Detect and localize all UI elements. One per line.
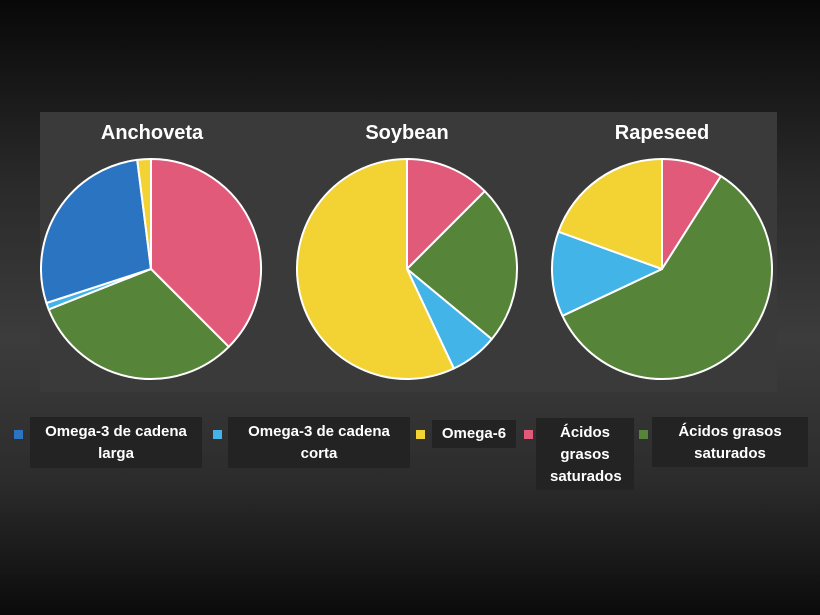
- chart-title-rapeseed: Rapeseed: [615, 122, 710, 144]
- pie-slice-rapeseed-1: [561, 175, 773, 380]
- legend-label-saturados-1: Ácidos grasos saturados: [536, 418, 634, 490]
- pie-slice-anchoveta-0: [150, 158, 262, 348]
- pie-slice-rapeseed-3: [557, 158, 663, 270]
- pie-slice-anchoveta-4: [136, 158, 152, 270]
- pie-slice-soybean-0: [406, 158, 486, 270]
- pie-slice-anchoveta-1: [47, 268, 230, 380]
- pie-group: [40, 158, 773, 380]
- legend-swatch-omega3-corta: [213, 430, 222, 439]
- pie-slice-rapeseed-2: [551, 230, 663, 317]
- legend-label-saturados-2: Ácidos grasos saturados: [652, 417, 808, 467]
- legend-label-omega3-larga: Omega-3 de cadena larga: [30, 417, 202, 468]
- legend-swatch-saturados-1: [524, 430, 533, 439]
- chart-title-anchoveta: Anchoveta: [101, 122, 204, 144]
- legend-label-omega3-corta: Omega-3 de cadena corta: [228, 417, 410, 468]
- chart-title-soybean: Soybean: [365, 122, 448, 144]
- pie-slice-soybean-1: [406, 190, 518, 341]
- legend-swatch-omega3-larga: [14, 430, 23, 439]
- legend-swatch-omega6: [416, 430, 425, 439]
- legend-label-omega6: Omega-6: [432, 420, 516, 448]
- chart-area: Anchoveta Soybean Rapeseed: [40, 112, 777, 392]
- pie-slice-anchoveta-3: [40, 158, 152, 304]
- pie-slice-soybean-3: [296, 158, 455, 380]
- pie-charts: Anchoveta Soybean Rapeseed: [40, 122, 773, 380]
- legend-swatch-saturados-2: [639, 430, 648, 439]
